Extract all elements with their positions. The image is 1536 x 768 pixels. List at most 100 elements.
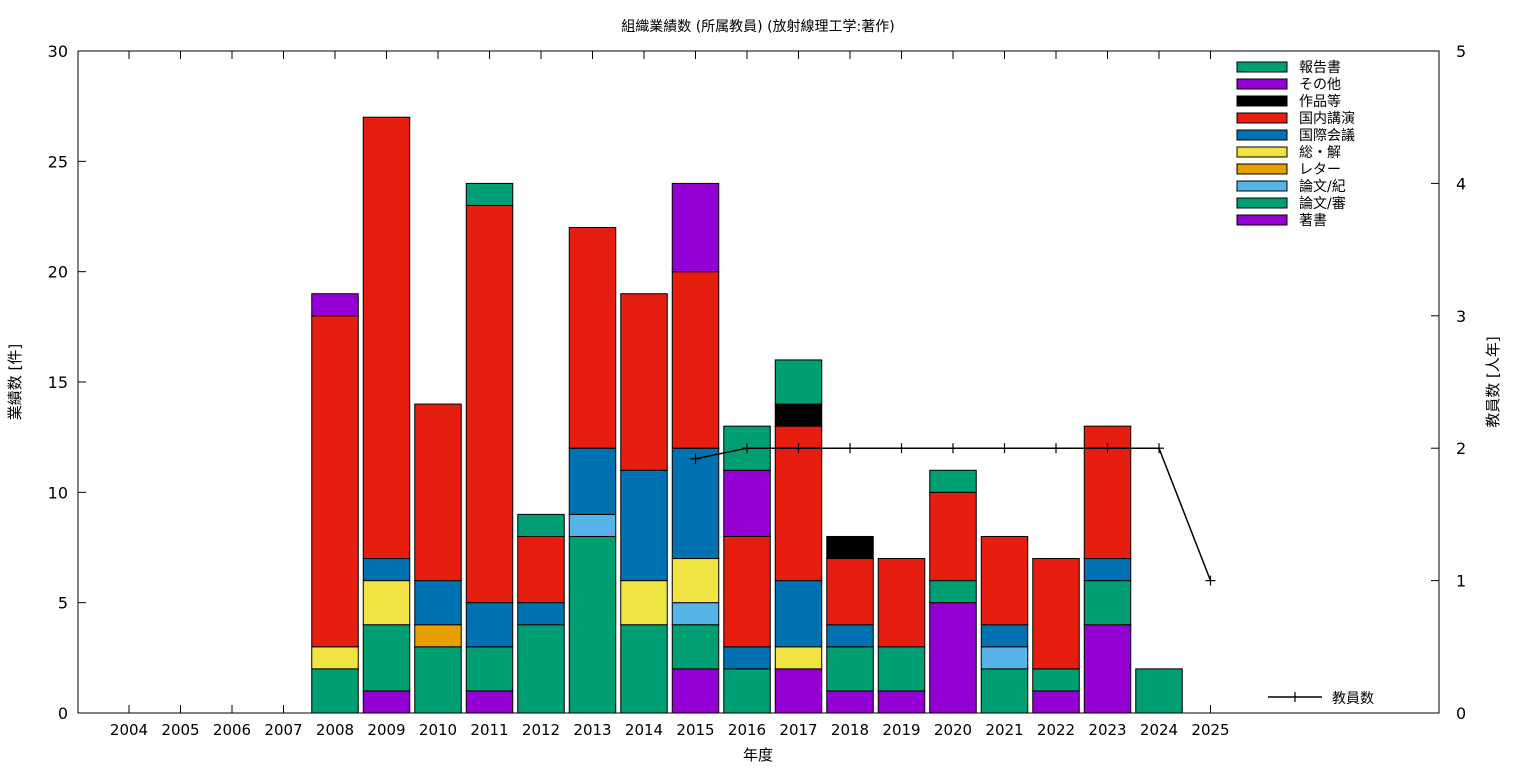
- bar-2016-6: [723, 535, 771, 648]
- bar-2014-6: [620, 293, 668, 471]
- bar-2009-0: [362, 690, 411, 714]
- y2-tick-label: 2: [1456, 439, 1466, 458]
- x-tick-label: 2019: [882, 721, 920, 739]
- legend-label-2: 論文/紀: [1299, 179, 1346, 195]
- bar-2020-9: [929, 469, 977, 493]
- bar-2010-5: [414, 580, 462, 626]
- bar-2015-1: [671, 624, 720, 670]
- legend-swatch-2: [1236, 180, 1288, 192]
- bar-2020-6: [929, 491, 977, 582]
- bar-2020-0: [929, 602, 977, 714]
- bar-2014-4: [620, 580, 668, 626]
- bar-2012-5: [517, 602, 565, 626]
- bar-2010-6: [414, 403, 462, 582]
- bar-2010-1: [414, 646, 462, 714]
- legend-label-3: レター: [1299, 162, 1341, 178]
- bar-2016-5: [723, 646, 771, 670]
- bar-2024-1: [1135, 668, 1183, 714]
- bar-2022-6: [1032, 558, 1080, 670]
- faculty-point-2023: [1102, 443, 1113, 454]
- y-tick-label: 20: [48, 263, 68, 282]
- bar-2014-1: [620, 624, 668, 714]
- bar-2015-4: [671, 558, 720, 604]
- bar-2018-6: [826, 558, 874, 626]
- faculty-point-2024: [1154, 443, 1164, 454]
- x-tick-label: 2006: [213, 721, 251, 739]
- bar-2012-6: [517, 535, 565, 604]
- faculty-point-2022: [1051, 443, 1061, 454]
- bar-2010-3: [414, 624, 462, 648]
- bar-2023-1: [1083, 580, 1132, 626]
- y2-tick-label: 0: [1456, 704, 1466, 723]
- y2-axis-title: 教員数 [人年]: [1484, 336, 1502, 427]
- x-tick-label: 2004: [110, 721, 148, 739]
- bar-2018-0: [826, 690, 874, 714]
- bar-2011-9: [465, 182, 514, 206]
- x-tick-label: 2023: [1088, 721, 1126, 739]
- bar-2011-1: [465, 646, 514, 692]
- x-tick-label: 2020: [934, 721, 972, 739]
- bar-2017-0: [774, 668, 823, 714]
- legend-swatch-4: [1236, 146, 1288, 158]
- bar-2009-1: [362, 624, 411, 692]
- bar-2014-5: [620, 469, 668, 582]
- faculty-point-2021: [999, 443, 1010, 454]
- bar-2015-8: [671, 182, 720, 273]
- x-tick-label: 2014: [625, 721, 663, 739]
- legend-swatch-8: [1236, 78, 1288, 90]
- faculty-point-2017: [793, 443, 804, 454]
- bar-2019-6: [877, 558, 926, 648]
- bar-2008-8: [311, 293, 359, 317]
- x-tick-label: 2005: [161, 721, 199, 739]
- bar-2011-5: [465, 602, 514, 648]
- y-tick-label: 5: [58, 594, 68, 613]
- faculty-point-2016: [742, 443, 752, 454]
- y2-tick-label: 1: [1456, 572, 1466, 591]
- bar-2008-6: [311, 315, 359, 648]
- bar-2018-1: [826, 646, 874, 692]
- bar-2023-5: [1083, 558, 1132, 582]
- legend-label-4: 総・解: [1299, 145, 1341, 161]
- x-tick-label: 2016: [728, 721, 766, 739]
- x-tick-label: 2024: [1140, 721, 1178, 739]
- bar-2017-9: [774, 359, 823, 405]
- bar-2013-1: [568, 535, 617, 714]
- x-tick-label: 2018: [831, 721, 869, 739]
- bar-2012-1: [517, 624, 565, 714]
- bar-2008-4: [311, 646, 359, 670]
- bar-2016-1: [723, 668, 771, 714]
- x-tick-label: 2010: [419, 721, 457, 739]
- x-tick-label: 2015: [676, 721, 714, 739]
- x-tick-label: 2008: [316, 721, 354, 739]
- bar-2022-0: [1032, 690, 1080, 714]
- x-tick-label: 2022: [1037, 721, 1075, 739]
- legend-swatch-3: [1236, 163, 1288, 175]
- chart-title: 組織業績数 (所属教員) (放射線理工学:著作): [621, 19, 894, 35]
- bar-2019-0: [877, 690, 926, 714]
- bar-2021-5: [980, 624, 1029, 648]
- legend-label-1: 論文/審: [1299, 196, 1346, 212]
- x-tick-label: 2025: [1191, 721, 1229, 739]
- bar-2019-1: [877, 646, 926, 692]
- faculty-point-2018: [845, 443, 855, 454]
- bar-2012-9: [517, 513, 565, 537]
- y2-tick-label: 5: [1456, 42, 1466, 61]
- bar-2015-2: [671, 602, 720, 626]
- x-axis-title: 年度: [743, 746, 773, 764]
- bar-2011-0: [465, 690, 514, 714]
- y-tick-label: 10: [48, 483, 68, 502]
- x-tick-label: 2017: [779, 721, 817, 739]
- bar-2013-5: [568, 447, 617, 515]
- legend-swatch-5: [1236, 129, 1288, 141]
- bar-2015-0: [671, 668, 720, 714]
- y-axis-title: 業績数 [件]: [6, 344, 24, 420]
- legend-line-label: 教員数: [1332, 691, 1374, 707]
- bar-2018-5: [826, 624, 874, 648]
- legend-label-8: その他: [1299, 77, 1341, 93]
- bars: [311, 116, 1183, 714]
- legend-label-9: 報告書: [1299, 60, 1341, 76]
